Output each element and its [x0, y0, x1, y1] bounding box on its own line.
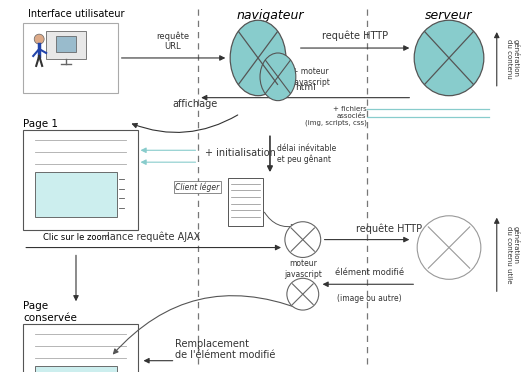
Bar: [35, 172, 117, 217]
Text: moteur
javascript: moteur javascript: [284, 260, 321, 279]
Text: Client léger: Client léger: [175, 182, 220, 191]
Text: affichage: affichage: [173, 98, 218, 109]
Bar: [46, 31, 86, 59]
Text: requête HTTP: requête HTTP: [323, 31, 388, 41]
Ellipse shape: [34, 34, 44, 44]
Ellipse shape: [414, 20, 484, 96]
Text: Page 1: Page 1: [23, 119, 58, 129]
Ellipse shape: [260, 53, 296, 101]
Text: Remplacement
de l'élément modifié: Remplacement de l'élément modifié: [175, 339, 276, 360]
Text: Clic sur le zoom: Clic sur le zoom: [43, 233, 110, 242]
Ellipse shape: [287, 278, 319, 310]
Text: (image ou autre): (image ou autre): [337, 294, 402, 303]
Text: + initialisation: + initialisation: [204, 148, 276, 158]
Text: lance requête AJAX: lance requête AJAX: [107, 231, 200, 242]
Text: génération
du contenu utile: génération du contenu utile: [506, 226, 520, 283]
Bar: [23, 131, 138, 230]
Text: délai inévitable
et peu gênant: délai inévitable et peu gênant: [277, 144, 336, 164]
Bar: [23, 23, 118, 93]
Text: html: html: [296, 83, 316, 92]
Text: + moteur
javascript: + moteur javascript: [292, 67, 330, 87]
Text: Page
conservée: Page conservée: [23, 301, 77, 323]
Bar: [56, 36, 76, 52]
Text: requête
URL: requête URL: [156, 31, 189, 51]
Bar: [228, 178, 263, 226]
Text: serveur: serveur: [425, 9, 473, 22]
Ellipse shape: [417, 216, 481, 279]
Text: Interface utilisateur: Interface utilisateur: [28, 9, 124, 19]
Ellipse shape: [285, 222, 321, 257]
Ellipse shape: [230, 20, 286, 96]
Bar: [35, 366, 117, 373]
Text: navigateur: navigateur: [236, 9, 304, 22]
Text: génération
du contenu: génération du contenu: [506, 39, 520, 79]
Text: requête HTTP: requête HTTP: [356, 223, 423, 233]
Text: élément modifié: élément modifié: [335, 268, 404, 277]
Text: + fichiers
associés
(img, scripts, css): + fichiers associés (img, scripts, css): [305, 106, 366, 126]
Bar: [23, 324, 138, 373]
